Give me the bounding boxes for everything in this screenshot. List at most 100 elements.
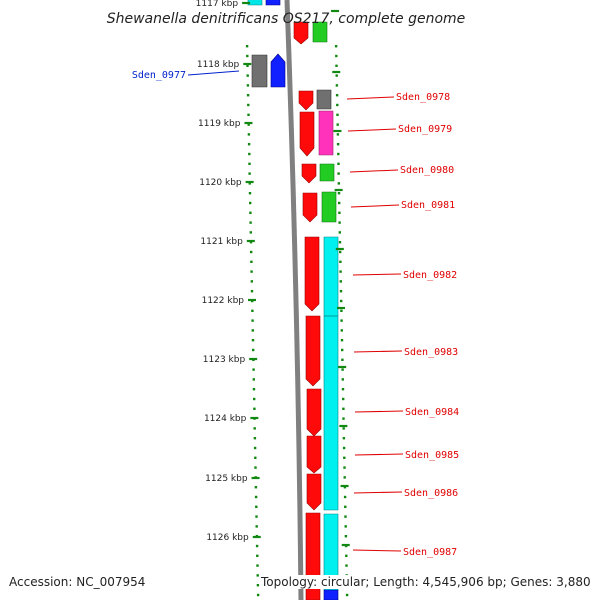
- scale-dot: [339, 250, 342, 254]
- feature-labels: Sden_0977 Sden_0978 Sden_0979 Sden_0980 Sden…: [132, 70, 459, 558]
- scale-dot: [249, 231, 252, 234]
- tick-label: 1126 kbp: [206, 533, 249, 543]
- scale-dot: [337, 192, 341, 195]
- scale-dot: [337, 172, 340, 175]
- scale-dot: [341, 358, 344, 361]
- gene-red-0984: [306, 388, 322, 437]
- backbone: [284, 0, 304, 600]
- scale-dot: [256, 593, 260, 597]
- tick-label: 1117 kbp: [196, 0, 239, 9]
- scale-dot: [339, 260, 342, 263]
- scale-dot: [251, 339, 255, 342]
- label-leader: [354, 410, 404, 413]
- feature-label[interactable]: Sden_0982: [403, 270, 457, 281]
- gene-red-0983: [305, 315, 321, 387]
- scale-dot: [343, 456, 346, 459]
- feature-label[interactable]: Sden_0987: [403, 547, 457, 558]
- scale-dot: [339, 270, 342, 273]
- feature-label[interactable]: Sden_0977: [132, 70, 186, 81]
- gene-red-0982: [304, 236, 320, 312]
- tick-label: 1119 kbp: [198, 119, 241, 129]
- scale-dot: [247, 103, 250, 107]
- label-leader: [350, 204, 400, 208]
- scale-dot: [251, 309, 254, 312]
- feature-label[interactable]: Sden_0983: [404, 347, 458, 358]
- tick-label: 1123 kbp: [203, 355, 246, 365]
- scale-dot: [341, 348, 344, 352]
- tick-label: 1122 kbp: [202, 296, 245, 306]
- scale-dot: [342, 446, 346, 450]
- scale-dot: [256, 564, 259, 567]
- gene-red-0986: [306, 473, 322, 511]
- gene-magenta-0979: [318, 110, 334, 156]
- feature-label[interactable]: Sden_0981: [401, 200, 455, 211]
- scale-dot: [246, 74, 249, 77]
- feature-label[interactable]: Sden_0979: [398, 124, 452, 135]
- scale-dot: [249, 201, 252, 205]
- scale-dot: [335, 64, 338, 67]
- scale-dot: [334, 45, 338, 48]
- scale-dot: [256, 574, 259, 577]
- label-leader: [187, 70, 240, 76]
- gene-green-partial: [312, 21, 328, 43]
- label-leader: [353, 491, 403, 494]
- gene-blue-0977: [270, 53, 286, 88]
- scale-dot: [249, 221, 252, 224]
- scale-dot: [342, 437, 346, 440]
- feature-label[interactable]: Sden_0984: [405, 407, 459, 418]
- tick-label: 1124 kbp: [204, 414, 247, 424]
- scale-dot: [249, 241, 253, 244]
- scale-dot: [339, 290, 343, 293]
- gene-blue-partial: [265, 0, 281, 6]
- scale-dot: [337, 162, 340, 165]
- tick-label: 1118 kbp: [197, 60, 240, 70]
- scale-dot: [254, 456, 257, 459]
- scale-dot: [248, 172, 251, 175]
- scale-dot: [340, 299, 343, 303]
- scale-dot: [247, 123, 250, 126]
- scale-dot: [344, 535, 348, 538]
- scale-dot: [343, 466, 346, 469]
- scale-dot: [343, 486, 347, 489]
- gene-green-0980: [319, 163, 335, 182]
- feature-label[interactable]: Sden_0978: [396, 92, 450, 103]
- scale-ticks: 1117 kbp 1118 kbp 1119 kbp 1120 kbp 1121 kbp…: [196, 0, 350, 547]
- feature-label[interactable]: Sden_0985: [405, 450, 459, 461]
- scale-dot: [344, 505, 347, 508]
- scale-dot: [256, 554, 259, 557]
- scale-dot: [344, 525, 347, 528]
- scale-dot: [255, 525, 258, 528]
- label-leader: [354, 453, 404, 456]
- scale-dot: [254, 466, 257, 469]
- scale-dot: [250, 250, 253, 254]
- scale-dot: [341, 368, 344, 371]
- scale-dot: [246, 64, 249, 67]
- feature-label[interactable]: Sden_0986: [404, 488, 458, 499]
- scale-dot: [250, 260, 253, 263]
- gene-grey-0978: [316, 89, 332, 110]
- label-leader: [352, 273, 402, 276]
- label-leader: [352, 549, 402, 552]
- scale-dot: [335, 94, 339, 97]
- scale-dot: [337, 182, 340, 185]
- gene-red-0981: [302, 192, 318, 223]
- scale-dot: [255, 544, 259, 548]
- label-leader: [353, 350, 403, 353]
- scale-dot: [252, 378, 255, 381]
- scale-dot: [341, 388, 345, 391]
- feature-label[interactable]: Sden_0980: [400, 165, 454, 176]
- scale-dot: [342, 417, 345, 420]
- scale-dot: [336, 113, 339, 116]
- scale-dot: [246, 84, 250, 87]
- scale-dot: [344, 515, 347, 518]
- scale-dot: [340, 329, 343, 332]
- scale-dot: [335, 84, 339, 87]
- scale-dot: [253, 407, 256, 410]
- scale-dot: [335, 74, 338, 77]
- scale-dot: [248, 182, 251, 185]
- scale-dot: [343, 476, 346, 479]
- scale-dot: [246, 94, 250, 97]
- scale-dot: [246, 54, 249, 58]
- scale-dot: [342, 397, 345, 401]
- scale-dot: [247, 113, 250, 116]
